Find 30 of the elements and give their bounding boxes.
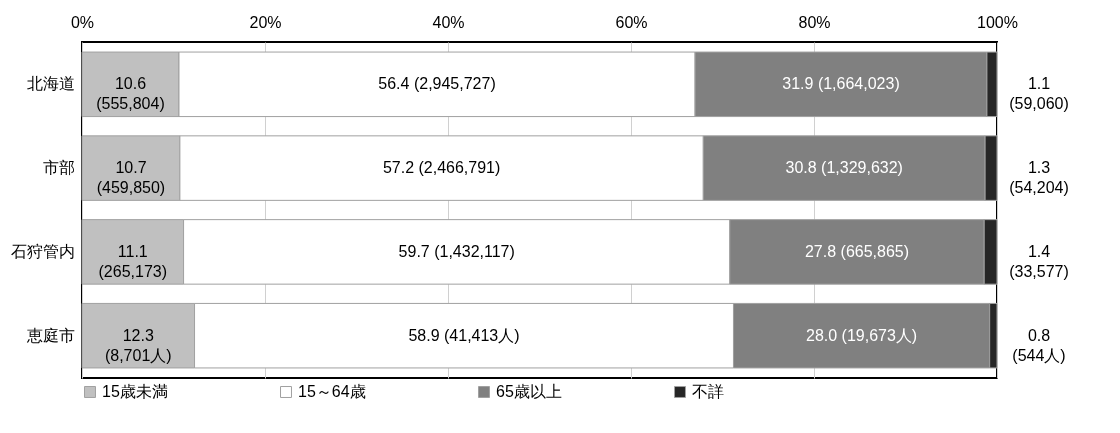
data-label: 12.3 (8,701人) bbox=[104, 326, 172, 364]
x-tick-label: 80% bbox=[798, 13, 831, 31]
data-label: 59.7 (1,432,117) bbox=[398, 242, 515, 260]
data-label: 10.6 (555,804) bbox=[96, 75, 165, 113]
legend-label: 不詳 bbox=[692, 383, 724, 400]
data-label: 0.8 (544人) bbox=[1012, 326, 1066, 364]
data-label: 56.4 (2,945,727) bbox=[378, 75, 496, 93]
data-label: 1.3 (54,204) bbox=[1009, 159, 1069, 197]
data-label: 30.8 (1,329,632) bbox=[785, 159, 903, 177]
data-label: 1.1 (59,060) bbox=[1009, 75, 1069, 113]
x-tick-label: 100% bbox=[977, 13, 1018, 31]
y-tick-label: 恵庭市 bbox=[25, 326, 75, 344]
y-tick-label: 石狩管内 bbox=[10, 242, 75, 260]
x-tick-label: 20% bbox=[249, 13, 282, 31]
data-label: 58.9 (41,413人) bbox=[408, 326, 520, 344]
data-label: 11.1 (265,173) bbox=[98, 242, 168, 280]
y-tick-label: 北海道 bbox=[26, 75, 75, 93]
legend-label: 65歳以上 bbox=[496, 383, 562, 400]
data-label: 31.9 (1,664,023) bbox=[782, 75, 900, 93]
data-label: 27.8 (665,865) bbox=[804, 242, 910, 260]
legend-label: 15歳未満 bbox=[102, 383, 168, 400]
y-tick-label: 市部 bbox=[42, 159, 75, 177]
data-label: 28.0 (19,673人) bbox=[805, 326, 918, 344]
x-tick-label: 0% bbox=[70, 13, 95, 31]
data-label: 10.7 (459,850) bbox=[96, 159, 166, 197]
data-label: 57.2 (2,466,791) bbox=[382, 159, 501, 177]
legend-label: 15～64歳 bbox=[298, 383, 366, 400]
data-label: 1.4 (33,577) bbox=[1009, 242, 1069, 280]
x-tick-label: 60% bbox=[615, 13, 648, 31]
x-tick-label: 40% bbox=[432, 13, 465, 31]
